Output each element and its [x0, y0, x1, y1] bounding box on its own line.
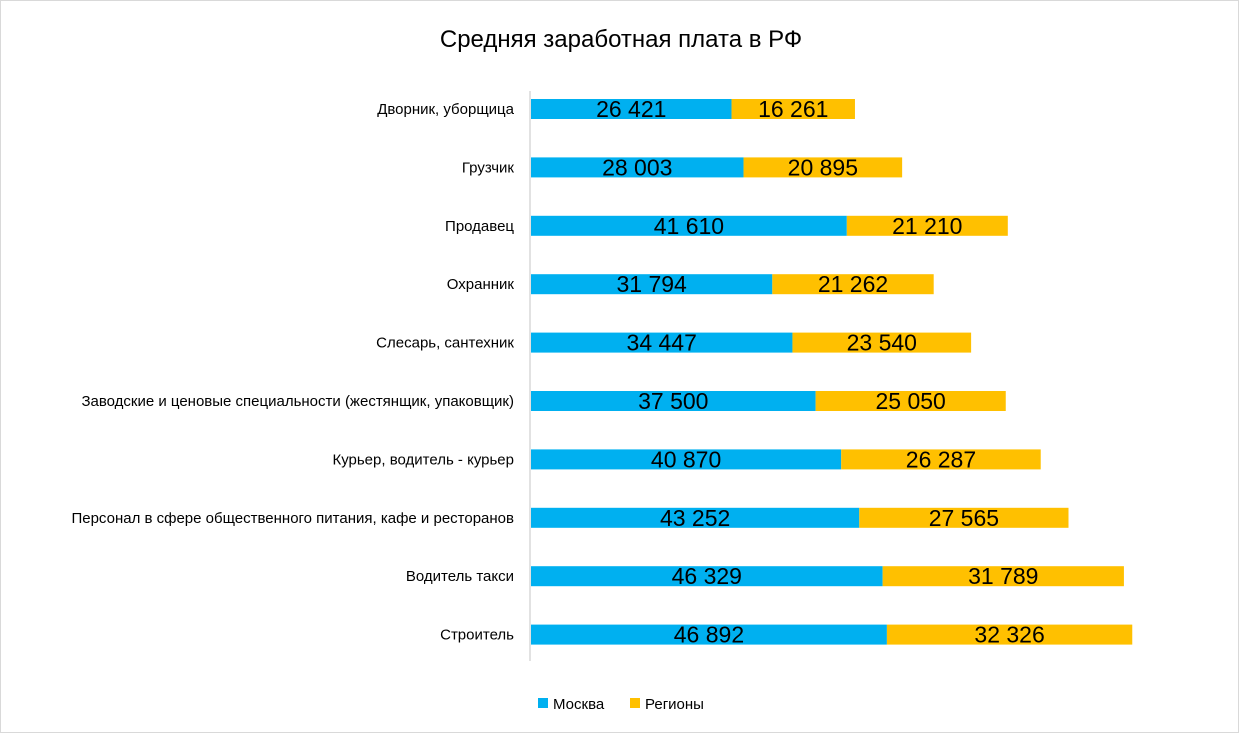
data-label: 21 210 [892, 213, 962, 239]
category-label: Слесарь, сантехник [376, 335, 514, 352]
category-label: Продавец [445, 218, 514, 235]
legend-label: Регионы [645, 696, 704, 713]
bar-moscow [531, 624, 887, 645]
data-label: 40 870 [651, 446, 721, 472]
category-label: Охранник [447, 276, 515, 293]
bar-moscow [531, 449, 842, 470]
data-label: 31 794 [616, 271, 687, 297]
bar-regions [859, 507, 1069, 528]
data-label: 28 003 [602, 154, 672, 180]
bar-moscow [531, 157, 744, 178]
data-label: 27 565 [929, 505, 999, 531]
data-label: 46 329 [672, 563, 742, 589]
legend-swatch [630, 698, 640, 708]
bar-moscow [531, 391, 816, 411]
category-label: Водитель такси [406, 568, 514, 585]
bar-regions [841, 449, 1041, 470]
bar-regions [731, 99, 855, 119]
data-label: 26 287 [906, 446, 976, 472]
bar-moscow [531, 507, 860, 528]
category-label: Строитель [440, 627, 514, 644]
data-label: 23 540 [847, 330, 917, 356]
data-label: 31 789 [968, 563, 1038, 589]
bar-regions [846, 215, 1008, 236]
bar-moscow [531, 566, 883, 587]
category-label: Дворник, уборщица [377, 101, 514, 118]
bar-regions [815, 391, 1006, 411]
data-label: 37 500 [638, 388, 708, 414]
category-label: Грузчик [462, 159, 515, 176]
data-label: 26 421 [596, 96, 666, 122]
data-label: 34 447 [627, 330, 697, 356]
bar-regions [886, 624, 1133, 645]
chart-title: Средняя заработная плата в РФ [440, 26, 802, 53]
bar-moscow [531, 332, 793, 353]
category-label: Заводские и ценовые специальности (жестя… [81, 393, 514, 410]
data-label: 16 261 [758, 96, 828, 122]
data-label: 43 252 [660, 505, 730, 531]
bar-moscow [531, 274, 773, 295]
legend-swatch [538, 698, 548, 708]
category-label: Курьер, водитель - курьер [332, 451, 514, 468]
bar-regions [882, 566, 1124, 587]
data-label: 21 262 [818, 271, 888, 297]
bar-moscow [531, 99, 732, 119]
data-label: 46 892 [674, 622, 744, 648]
bar-regions [743, 157, 903, 178]
legend-label: Москва [553, 696, 605, 713]
data-label: 32 326 [974, 622, 1044, 648]
category-label: Персонал в сфере общественного питания, … [71, 510, 514, 527]
data-label: 20 895 [788, 154, 858, 180]
bar-regions [772, 274, 934, 295]
data-label: 41 610 [654, 213, 724, 239]
data-label: 25 050 [876, 388, 946, 414]
bar-regions [792, 332, 972, 353]
bar-moscow [531, 215, 847, 236]
